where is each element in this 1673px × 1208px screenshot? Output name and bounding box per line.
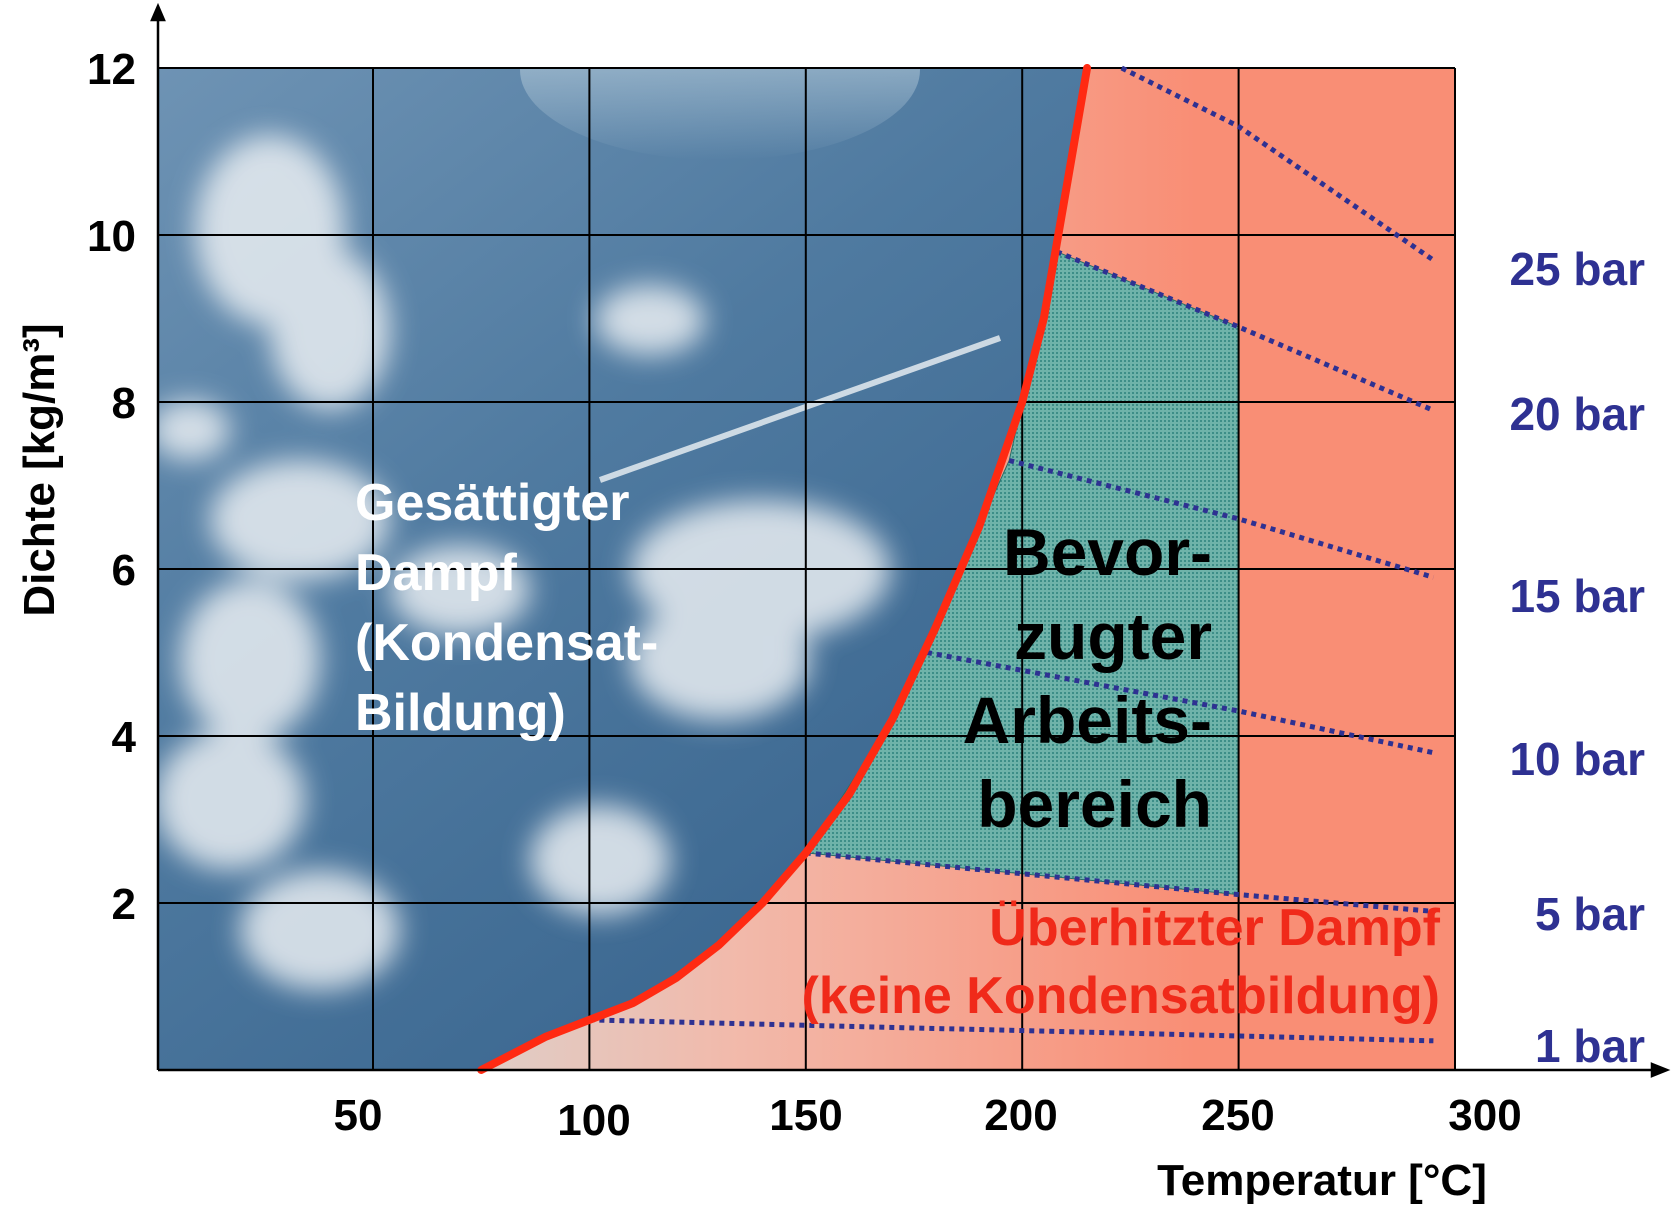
isobar-lines (589, 65, 1435, 1044)
saturation-curve (477, 64, 1092, 1074)
isobar-15-bar (1008, 458, 1435, 580)
x-tick-label: 50 (334, 1091, 383, 1140)
y-tick-label: 8 (112, 379, 136, 428)
axes (150, 2, 1671, 1078)
isobar-5-bar (805, 850, 1434, 914)
isobar-label: 15 bar (1509, 570, 1645, 622)
x-tick-label: 250 (1201, 1091, 1274, 1140)
y-tick-label: 10 (87, 212, 136, 261)
y-tick-label: 4 (112, 713, 137, 762)
isobar-label: 5 bar (1535, 888, 1645, 940)
x-tick-label: 200 (984, 1091, 1057, 1140)
y-tick-labels: 2 4 6 8 10 12 (87, 45, 136, 929)
superheated-steam-label: Überhitzter Dampf (keine Kondensatbildung… (802, 899, 1441, 1025)
saturated-steam-label: Gesättigter Dampf (Kondensat- Bildung) (355, 474, 658, 742)
preferred-label-line: Bevor- (1003, 515, 1212, 589)
x-tick-label: 100 (557, 1096, 630, 1145)
saturated-label-line: Gesättigter (355, 474, 630, 532)
x-axis-label: Temperatur [°C] (1157, 1156, 1487, 1205)
isobar-labels: 1 bar 5 bar 10 bar 15 bar 20 bar 25 bar (1509, 243, 1645, 1072)
preferred-label-line: Arbeits- (963, 683, 1212, 757)
y-tick-label: 12 (87, 45, 136, 94)
superheated-label-line: (keine Kondensatbildung) (802, 967, 1440, 1025)
preferred-label-line: bereich (977, 767, 1212, 841)
superheated-label-line: Überhitzter Dampf (989, 899, 1440, 957)
y-axis-label: Dichte [kg/m³] (15, 323, 64, 616)
isobar-label: 25 bar (1509, 243, 1645, 295)
saturated-label-line: Bildung) (355, 684, 566, 742)
y-axis-arrow (150, 2, 166, 22)
y-tick-label: 6 (112, 546, 136, 595)
isobar-1-bar (589, 1017, 1434, 1044)
preferred-label-line: zugter (1014, 599, 1212, 673)
preferred-region-label: Bevor-zugter Arbeits-bereich (963, 515, 1212, 841)
y-tick-label: 2 (112, 880, 136, 929)
isobar-25-bar (1120, 65, 1435, 263)
saturated-label-line: Dampf (355, 544, 517, 602)
isobar-label: 20 bar (1509, 388, 1645, 440)
x-tick-label: 300 (1448, 1091, 1521, 1140)
x-tick-label: 150 (769, 1091, 842, 1140)
saturated-label-line: (Kondensat- (355, 614, 658, 672)
grid-lines (158, 67, 1456, 1070)
x-axis-arrow (1650, 1062, 1671, 1078)
isobar-label: 10 bar (1509, 733, 1645, 785)
isobar-label: 1 bar (1535, 1020, 1645, 1072)
x-tick-labels: 50 100 150 200 250 300 (334, 1091, 1522, 1145)
